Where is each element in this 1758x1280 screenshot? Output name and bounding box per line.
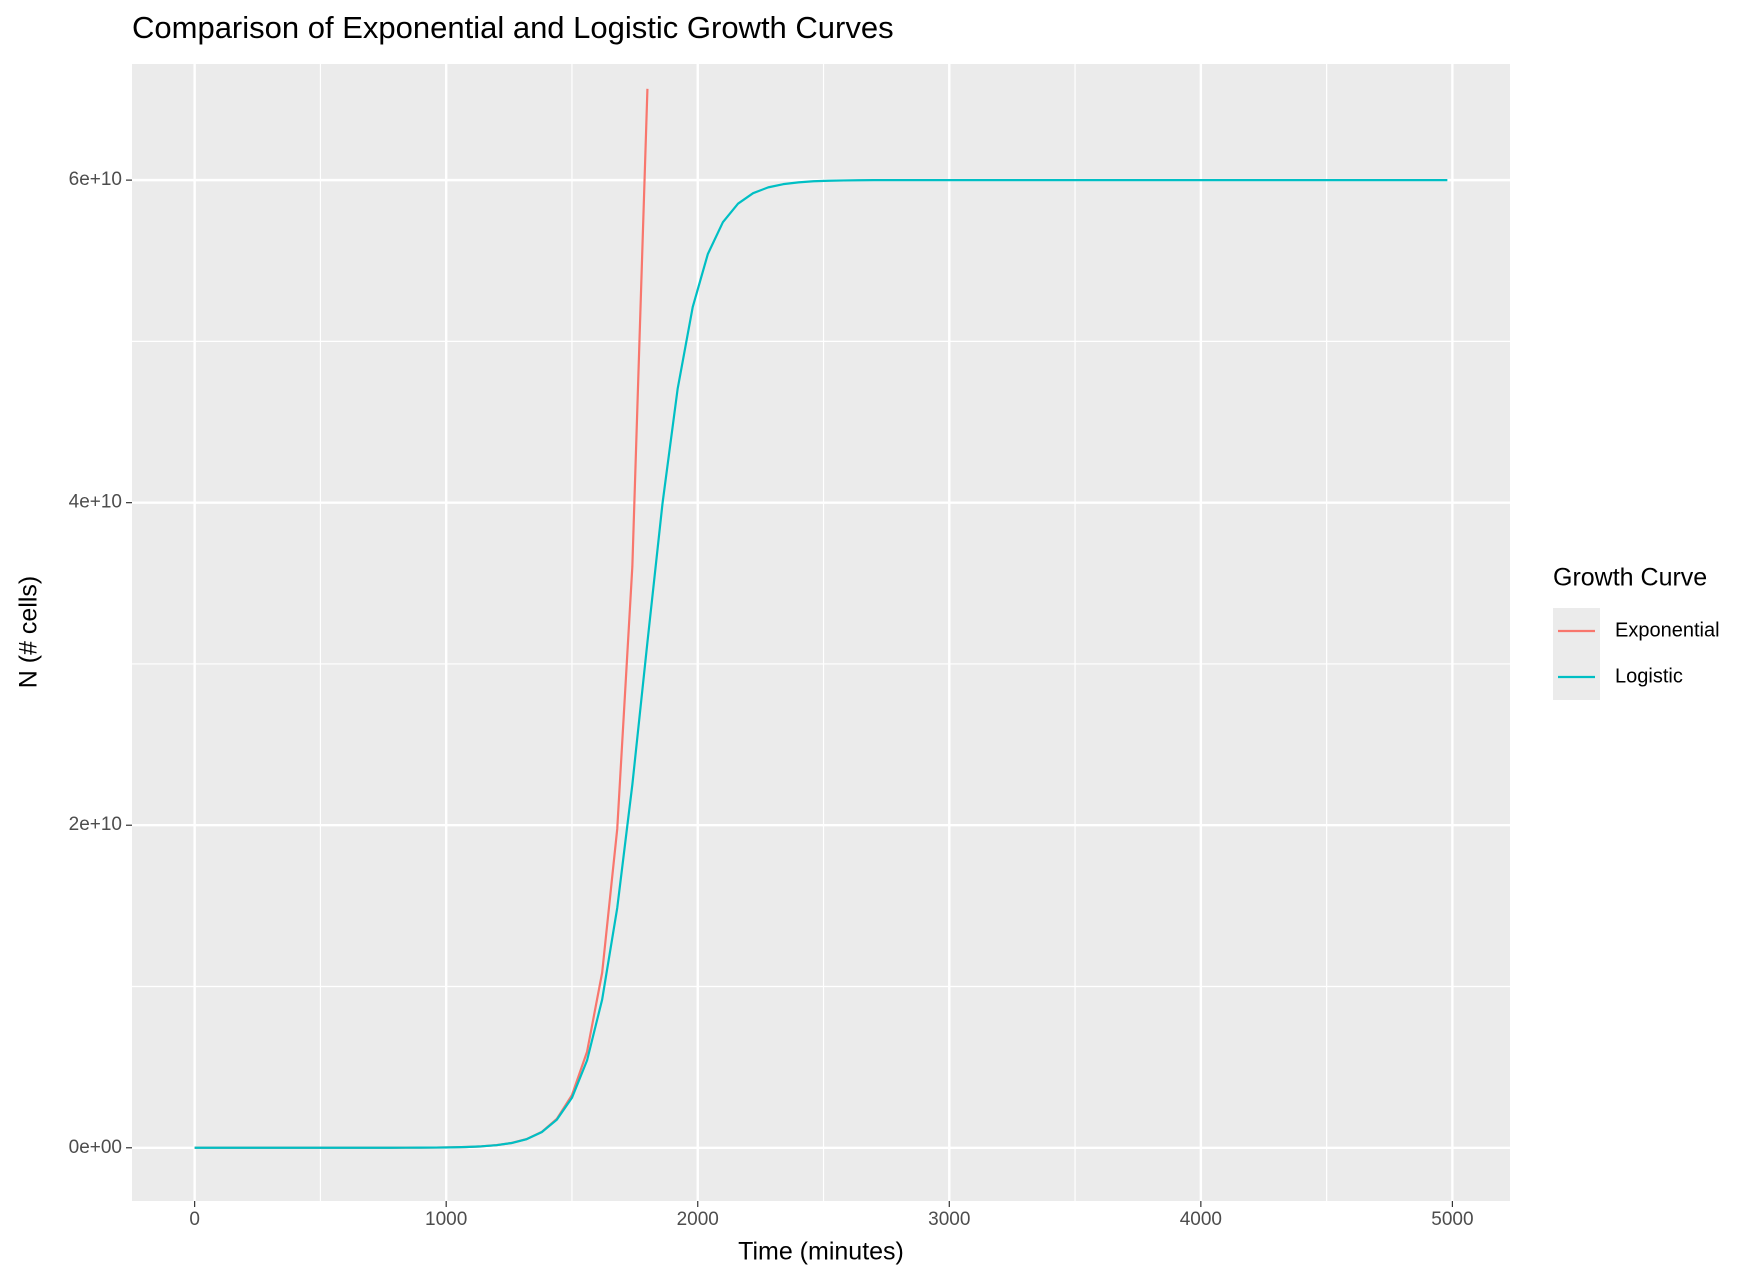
x-tick-label: 0 — [189, 1209, 200, 1230]
series-line — [194, 179, 1448, 1149]
legend-label: Logistic — [1615, 665, 1683, 687]
y-tick-label: 0e+00 — [69, 1137, 122, 1158]
plot-area — [194, 88, 1448, 1149]
x-tick-label: 4000 — [1180, 1209, 1222, 1230]
chart-title: Comparison of Exponential and Logistic G… — [132, 10, 894, 45]
y-tick-label: 4e+10 — [69, 492, 122, 513]
legend-label: Exponential — [1615, 619, 1720, 641]
x-tick-label: 3000 — [928, 1209, 970, 1230]
y-tick-label: 6e+10 — [69, 169, 122, 190]
x-tick-label: 1000 — [425, 1209, 467, 1230]
legend-key-background — [1553, 608, 1600, 700]
y-axis-label: N (# cells) — [15, 576, 43, 689]
x-axis-label: Time (minutes) — [738, 1238, 904, 1266]
x-tick-label: 2000 — [677, 1209, 719, 1230]
x-tick-label: 5000 — [1431, 1209, 1473, 1230]
y-tick-label: 2e+10 — [69, 814, 122, 835]
legend-title: Growth Curve — [1553, 564, 1707, 592]
panel — [132, 64, 1510, 1201]
